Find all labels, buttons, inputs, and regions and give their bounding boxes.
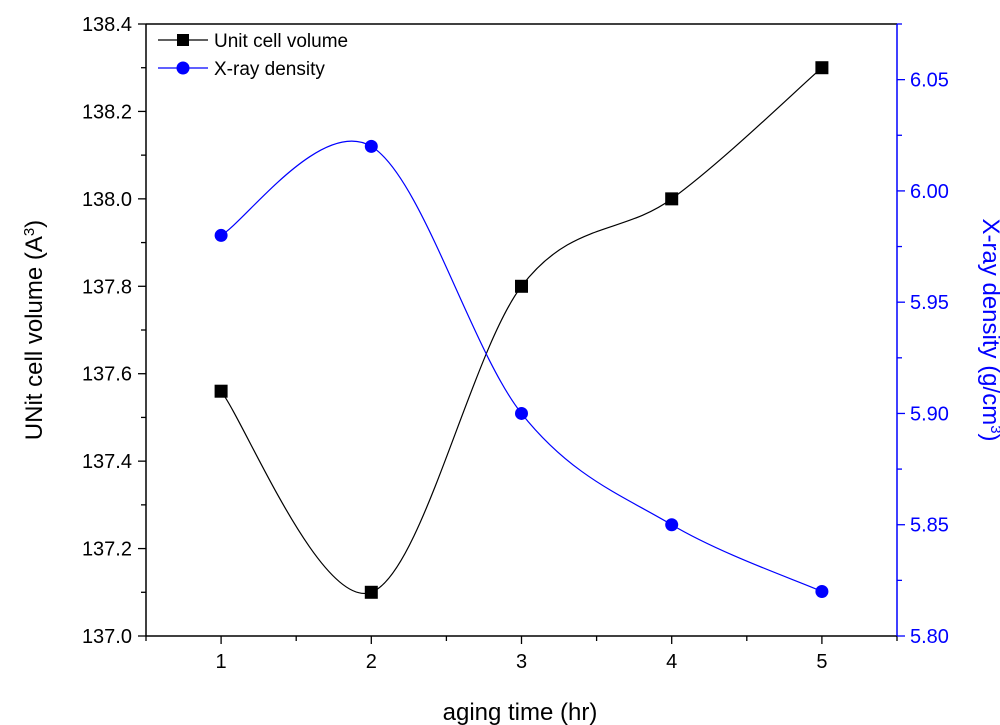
y-right-tick-label: 6.00	[910, 181, 949, 203]
y-right-tick-label: 5.85	[910, 515, 949, 537]
y-axis-right-title-end: )	[977, 434, 1000, 442]
data-point-x-ray-density	[364, 139, 378, 153]
y-left-tick-label: 137.8	[82, 276, 132, 298]
data-point-unit-cell-volume	[214, 384, 228, 398]
y-axis-left-title: UNit cell volume (A3)	[21, 220, 49, 440]
y-axis-left-title-end: )	[21, 220, 48, 228]
data-point-unit-cell-volume	[515, 279, 528, 293]
legend-marker-x-ray-density	[176, 61, 190, 75]
y-right-tick-label: 5.95	[910, 292, 949, 314]
data-point-x-ray-density	[665, 518, 679, 532]
y-axis-left-title-main: UNit cell volume (A	[21, 236, 48, 440]
data-point-x-ray-density	[815, 584, 829, 598]
y-left-tick-label: 138.4	[82, 14, 132, 36]
y-axis-right-title-main: X-ray density (g/cm	[977, 218, 1000, 425]
series-line-x-ray-density	[220, 140, 823, 593]
x-tick-label: 2	[366, 651, 377, 673]
data-point-x-ray-density	[214, 228, 228, 242]
y-right-tick-label: 5.80	[910, 626, 949, 648]
x-tick-label: 1	[216, 651, 227, 673]
y-left-tick-label: 137.0	[82, 626, 132, 648]
series-line-unit-cell-volume	[220, 67, 823, 594]
data-point-x-ray-density	[515, 406, 528, 420]
y-left-tick-label: 137.6	[82, 364, 132, 386]
y-axis-right-title-sup: 3	[988, 425, 1000, 433]
y-axis-right-title: X-ray density (g/cm3)	[977, 218, 1000, 441]
series-layer	[214, 61, 829, 599]
y-left-tick-label: 137.4	[82, 451, 132, 473]
x-axis-title: aging time (hr)	[443, 699, 598, 725]
y-left-tick-label: 137.2	[82, 539, 132, 561]
x-tick-label: 4	[666, 651, 677, 673]
legend-label-unit-cell-volume: Unit cell volume	[214, 31, 348, 52]
data-point-unit-cell-volume	[665, 192, 679, 206]
legend: Unit cell volume X-ray density	[158, 31, 348, 80]
data-point-unit-cell-volume	[364, 585, 378, 599]
y-axis-left-title-sup: 3	[21, 228, 38, 236]
legend-label-x-ray-density: X-ray density	[214, 59, 325, 80]
axes: 1 2 3 4 5 137.0 137.2 137.4 137.6 137.8 138.0 138.2…	[82, 14, 949, 673]
y-left-tick-label: 138.2	[82, 101, 132, 123]
data-point-unit-cell-volume	[815, 61, 829, 75]
x-tick-label: 5	[816, 651, 827, 673]
y-right-tick-label: 6.05	[910, 70, 949, 92]
y-right-tick-label: 5.90	[910, 403, 949, 425]
x-tick-label: 3	[516, 651, 527, 673]
y-left-tick-label: 138.0	[82, 189, 132, 211]
legend-marker-unit-cell-volume	[177, 34, 189, 46]
